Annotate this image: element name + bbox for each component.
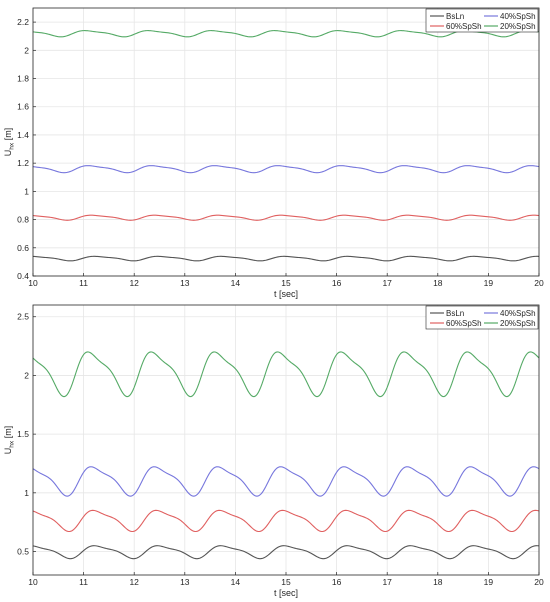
y-tick-label: 2.5 bbox=[17, 312, 29, 322]
legend-label-40%SpSh: 40%SpSh bbox=[500, 309, 536, 318]
x-tick-label: 19 bbox=[484, 278, 494, 288]
x-tick-label: 17 bbox=[382, 278, 392, 288]
x-tick-label: 20 bbox=[534, 278, 544, 288]
y-tick-label: 1 bbox=[24, 488, 29, 498]
x-tick-label: 10 bbox=[28, 278, 38, 288]
y-tick-label: 2 bbox=[24, 45, 29, 55]
x-tick-label: 15 bbox=[281, 278, 291, 288]
x-tick-label: 17 bbox=[382, 577, 392, 587]
x-tick-label: 10 bbox=[28, 577, 38, 587]
chart-1: 10 11 12 13 14 15 16 17 18 19 20 0.4 0.6 0.8 1 1.2 1.4 1.… bbox=[3, 7, 544, 299]
y-tick-label: 2 bbox=[24, 370, 29, 380]
legend: BsLn 40%SpSh 60%SpSh 20%SpSh bbox=[425, 8, 539, 33]
y-tick-label: 1.4 bbox=[17, 130, 29, 140]
legend-box bbox=[425, 8, 539, 33]
x-tick-label: 16 bbox=[332, 278, 342, 288]
legend-label-BsLn: BsLn bbox=[446, 12, 464, 21]
legend-label-20%SpSh: 20%SpSh bbox=[500, 22, 536, 31]
series-line-BsLn bbox=[32, 545, 540, 560]
y-tick-label: 0.6 bbox=[17, 243, 29, 253]
x-tick-label: 13 bbox=[180, 278, 190, 288]
series-line-BsLn bbox=[32, 255, 540, 262]
y-axis-label: Uhx [m] bbox=[3, 128, 16, 156]
series-line-60%SpSh bbox=[32, 509, 540, 533]
legend: BsLn 40%SpSh 60%SpSh 20%SpSh bbox=[425, 305, 539, 330]
x-tick-label: 18 bbox=[433, 577, 443, 587]
y-tick-label: 0.4 bbox=[17, 271, 29, 281]
legend-label-40%SpSh: 40%SpSh bbox=[500, 12, 536, 21]
series-line-40%SpSh bbox=[32, 466, 540, 497]
y-tick-label: 1.5 bbox=[17, 429, 29, 439]
y-tick-label: 1.8 bbox=[17, 74, 29, 84]
y-axis-label: Uhx [m] bbox=[3, 426, 16, 454]
x-tick-label: 12 bbox=[129, 278, 139, 288]
x-tick-label: 15 bbox=[281, 577, 291, 587]
x-tick-label: 11 bbox=[79, 577, 88, 587]
y-tick-label: 1.6 bbox=[17, 102, 29, 112]
legend-label-60%SpSh: 60%SpSh bbox=[446, 22, 482, 31]
x-tick-label: 14 bbox=[231, 577, 241, 587]
x-tick-label: 20 bbox=[534, 577, 544, 587]
legend-label-BsLn: BsLn bbox=[446, 309, 464, 318]
series-line-20%SpSh bbox=[32, 351, 540, 398]
series-line-40%SpSh bbox=[32, 165, 540, 174]
x-tick-label: 13 bbox=[180, 577, 190, 587]
series-line-20%SpSh bbox=[32, 30, 540, 38]
legend-box bbox=[425, 305, 539, 330]
chart-2: 10 11 12 13 14 15 16 17 18 19 20 0.5 1 1.5 2 2.5 t [sec]… bbox=[3, 304, 544, 598]
y-tick-label: 1.2 bbox=[17, 158, 29, 168]
x-tick-label: 19 bbox=[484, 577, 494, 587]
x-tick-label: 14 bbox=[231, 278, 241, 288]
x-tick-label: 16 bbox=[332, 577, 342, 587]
x-axis-label: t [sec] bbox=[274, 289, 298, 299]
y-tick-label: 0.8 bbox=[17, 215, 29, 225]
y-tick-label: 2.2 bbox=[17, 17, 29, 27]
x-axis-label: t [sec] bbox=[274, 588, 298, 598]
x-tick-label: 12 bbox=[129, 577, 139, 587]
series-line-60%SpSh bbox=[32, 214, 540, 221]
y-tick-label: 0.5 bbox=[17, 547, 29, 557]
x-tick-label: 11 bbox=[79, 278, 88, 288]
x-tick-label: 18 bbox=[433, 278, 443, 288]
y-tick-label: 1 bbox=[24, 186, 29, 196]
legend-label-20%SpSh: 20%SpSh bbox=[500, 319, 536, 328]
legend-label-60%SpSh: 60%SpSh bbox=[446, 319, 482, 328]
